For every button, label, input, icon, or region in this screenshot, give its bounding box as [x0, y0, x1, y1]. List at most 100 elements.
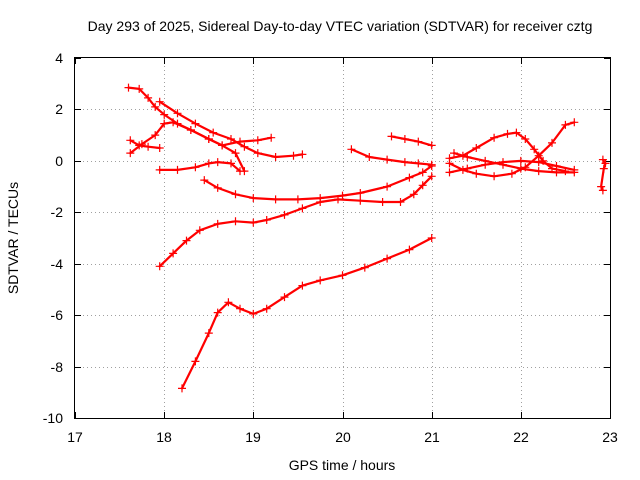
x-tick-label: 23 — [602, 429, 618, 445]
data-point — [463, 164, 472, 173]
series-arc-15 — [597, 155, 610, 195]
data-point — [383, 254, 392, 263]
data-point — [472, 169, 481, 178]
data-point — [289, 151, 298, 160]
series-line — [448, 159, 576, 174]
data-point — [445, 168, 454, 177]
x-tick-label: 18 — [156, 429, 172, 445]
data-point — [534, 167, 543, 176]
data-point — [144, 142, 153, 151]
data-point — [400, 135, 409, 143]
data-point — [298, 204, 307, 213]
data-point — [445, 159, 454, 168]
data-point — [209, 128, 218, 137]
data-point — [356, 189, 365, 197]
data-point — [516, 164, 525, 173]
data-point — [160, 110, 169, 119]
data-point — [599, 164, 608, 173]
data-point — [155, 144, 164, 152]
x-tick-label: 22 — [513, 429, 529, 445]
data-point — [463, 153, 472, 161]
data-point — [298, 150, 307, 159]
series-arc-4 — [126, 118, 276, 158]
data-point — [570, 118, 579, 127]
y-tick-label: -8 — [51, 359, 64, 375]
data-point — [173, 109, 182, 118]
data-point — [427, 172, 436, 181]
data-point — [186, 126, 195, 134]
y-tick-label: 4 — [55, 50, 63, 66]
data-point — [409, 190, 418, 199]
y-axis-label: SDTVAR / TECUs — [5, 182, 21, 294]
data-point — [490, 133, 499, 142]
data-point — [271, 153, 280, 161]
data-point — [405, 173, 414, 182]
series-line — [448, 121, 576, 178]
data-point — [249, 194, 258, 203]
series-arc-5 — [155, 158, 244, 176]
data-point — [218, 141, 227, 150]
x-tick-label: 17 — [67, 429, 83, 445]
data-point — [200, 176, 209, 185]
data-point — [418, 168, 427, 177]
data-point — [552, 168, 561, 177]
data-point — [249, 218, 258, 227]
data-point — [414, 159, 423, 168]
data-point — [338, 191, 347, 200]
data-point — [144, 93, 153, 102]
y-tick-label: -4 — [51, 256, 64, 272]
data-point — [236, 304, 244, 313]
data-point — [414, 137, 423, 146]
data-point — [400, 158, 409, 167]
plot-frame — [74, 57, 611, 419]
data-point — [236, 137, 244, 146]
y-tick-label: -2 — [51, 204, 64, 220]
data-point — [601, 159, 610, 168]
data-point — [507, 169, 516, 178]
data-point — [267, 133, 276, 142]
data-point — [191, 119, 200, 128]
data-point — [151, 131, 160, 140]
data-point — [182, 236, 191, 245]
data-point — [387, 132, 396, 141]
data-point — [224, 298, 233, 307]
data-point — [126, 136, 135, 145]
data-point — [598, 186, 607, 195]
data-point — [262, 216, 271, 224]
data-point — [427, 141, 436, 150]
data-point — [503, 129, 512, 138]
data-point — [530, 145, 539, 154]
data-point — [124, 83, 133, 92]
x-tick-label: 19 — [245, 429, 261, 445]
data-point — [236, 167, 244, 176]
data-point — [481, 156, 490, 165]
data-point — [356, 196, 365, 205]
data-point — [126, 149, 135, 158]
data-point — [195, 226, 204, 235]
data-point — [280, 293, 289, 302]
data-point — [191, 163, 200, 172]
series-arc-10 — [387, 132, 436, 150]
data-point — [298, 281, 307, 290]
data-point — [293, 195, 302, 204]
data-point — [178, 384, 186, 393]
data-point — [231, 217, 240, 226]
data-point — [405, 245, 414, 254]
series-arc-8 — [178, 234, 436, 393]
data-point — [499, 160, 507, 169]
x-tick-label: 21 — [424, 429, 440, 445]
series-line — [350, 148, 433, 166]
data-point — [173, 165, 182, 174]
data-point — [155, 262, 164, 271]
data-point — [365, 153, 374, 161]
y-tick-label: -6 — [51, 307, 64, 323]
data-point — [249, 309, 258, 318]
data-point — [521, 135, 530, 143]
data-point — [450, 149, 458, 158]
series-line — [158, 175, 433, 268]
data-point — [169, 249, 178, 258]
data-point — [597, 182, 606, 191]
data-point — [262, 304, 271, 313]
data-point — [204, 329, 213, 338]
